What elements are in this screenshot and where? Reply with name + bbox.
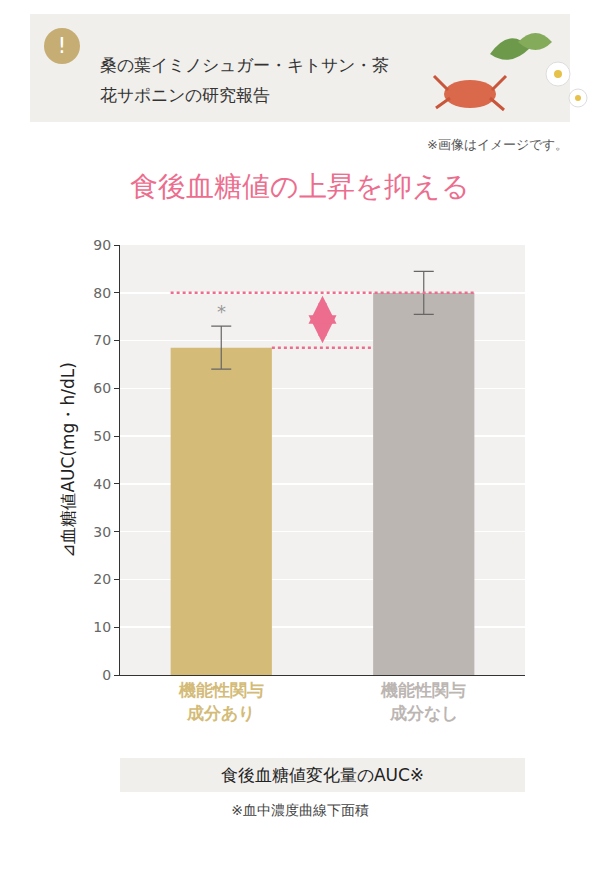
svg-text:*: * [217, 301, 226, 322]
svg-text:40: 40 [93, 476, 111, 492]
svg-text:10: 10 [93, 619, 111, 635]
svg-text:20: 20 [93, 571, 111, 587]
html-text:桑の葉イミノシュガー・キトサン・茶花サポニンの研究報告: 桑の葉イミノシュガー・キトサン・茶花サポニンの研究報告 [100, 55, 389, 105]
svg-text:⊿血糖値AUC(mg・h/dL): ⊿血糖値AUC(mg・h/dL) [58, 362, 78, 558]
svg-text:60: 60 [93, 380, 111, 396]
svg-text:0: 0 [102, 667, 111, 683]
svg-text:30: 30 [93, 524, 111, 540]
svg-text:機能性関与成分あり: 機能性関与成分あり [178, 680, 264, 722]
svg-text:機能性関与成分なし: 機能性関与成分なし [380, 680, 466, 722]
html-text:※画像はイメージです。: ※画像はイメージです。 [427, 137, 568, 152]
html-text:※血中濃度曲線下面積: ※血中濃度曲線下面積 [231, 802, 369, 818]
svg-text:90: 90 [93, 237, 111, 253]
svg-text:50: 50 [93, 428, 111, 444]
html-text:食後血糖値の上昇を抑える: 食後血糖値の上昇を抑える [130, 170, 470, 203]
svg-text:70: 70 [93, 332, 111, 348]
html-text:食後血糖値変化量のAUC※: 食後血糖値変化量のAUC※ [220, 765, 425, 785]
svg-text:80: 80 [93, 285, 111, 301]
